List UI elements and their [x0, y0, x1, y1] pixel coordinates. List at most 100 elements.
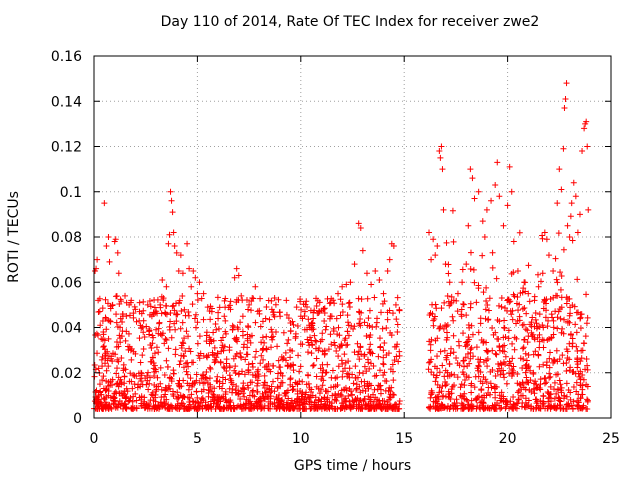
data-point — [371, 373, 378, 380]
data-point — [283, 389, 290, 396]
data-point — [550, 294, 557, 301]
data-point — [126, 378, 133, 385]
data-point — [240, 385, 247, 392]
data-point — [546, 370, 553, 377]
data-point — [501, 342, 508, 349]
data-point — [319, 361, 326, 368]
data-point — [497, 360, 504, 367]
data-point — [471, 384, 478, 391]
data-point — [443, 356, 450, 363]
data-point — [507, 403, 514, 410]
data-point — [143, 323, 150, 330]
data-point — [222, 295, 229, 302]
data-point — [119, 319, 126, 326]
data-point — [506, 370, 513, 377]
data-point — [330, 325, 337, 332]
data-point — [220, 347, 227, 354]
data-point — [206, 307, 213, 314]
data-point — [433, 305, 440, 312]
data-point — [518, 392, 525, 399]
data-point — [448, 299, 455, 306]
data-point — [213, 377, 220, 384]
data-point — [104, 348, 111, 355]
data-point — [221, 404, 228, 411]
data-point — [508, 188, 515, 195]
data-point — [540, 361, 547, 368]
data-point — [279, 379, 286, 386]
data-point — [309, 362, 316, 369]
data-point — [427, 394, 434, 401]
data-point — [139, 352, 146, 359]
data-point — [185, 386, 192, 393]
data-point — [202, 402, 209, 409]
data-point — [102, 360, 109, 367]
data-point — [123, 405, 130, 412]
data-point — [190, 359, 197, 366]
data-point — [465, 334, 472, 341]
data-point — [317, 338, 324, 345]
data-point — [584, 398, 591, 405]
data-point — [239, 328, 246, 335]
data-point — [152, 398, 159, 405]
data-point — [483, 206, 490, 213]
data-point — [270, 311, 277, 318]
data-point — [569, 405, 576, 412]
data-point — [313, 295, 320, 302]
data-point — [443, 336, 450, 343]
data-point — [270, 378, 277, 385]
data-point — [285, 395, 292, 402]
data-point — [303, 405, 310, 412]
data-point — [352, 374, 359, 381]
data-point — [323, 369, 330, 376]
data-point — [532, 316, 539, 323]
data-point — [450, 349, 457, 356]
data-point — [351, 397, 358, 404]
data-point — [436, 148, 443, 155]
data-point — [436, 389, 443, 396]
data-point — [231, 274, 238, 281]
data-point — [126, 397, 133, 404]
data-point — [157, 399, 164, 406]
data-point — [252, 319, 259, 326]
data-point — [352, 396, 359, 403]
data-point — [573, 379, 580, 386]
data-point — [440, 206, 447, 213]
data-point — [564, 295, 571, 302]
data-point — [454, 374, 461, 381]
data-point — [105, 234, 112, 240]
data-point — [380, 347, 387, 354]
data-point — [160, 295, 167, 302]
data-point — [309, 341, 316, 348]
data-point — [427, 347, 434, 354]
data-point — [123, 393, 130, 400]
data-point — [259, 347, 266, 354]
data-point — [345, 300, 352, 307]
data-point — [331, 342, 338, 349]
grid-lines — [94, 56, 611, 418]
data-point — [219, 374, 226, 381]
data-point — [196, 333, 203, 340]
data-point — [118, 354, 125, 361]
data-point — [116, 300, 123, 307]
data-point — [166, 326, 173, 333]
data-point — [363, 333, 370, 340]
data-point — [284, 340, 291, 347]
data-point — [249, 371, 256, 378]
data-point — [99, 318, 106, 325]
data-point — [265, 393, 272, 400]
data-point — [316, 390, 323, 397]
data-point — [266, 316, 273, 323]
data-point — [576, 211, 583, 218]
data-point — [395, 358, 402, 365]
data-point — [434, 381, 441, 388]
data-point — [232, 363, 239, 370]
data-point — [456, 342, 463, 349]
data-point — [451, 400, 458, 407]
data-point — [393, 316, 400, 323]
data-point — [361, 363, 368, 370]
data-point — [263, 394, 270, 401]
data-point — [348, 391, 355, 398]
data-point — [356, 320, 363, 327]
data-point — [546, 336, 553, 343]
y-tick-label: 0.08 — [51, 230, 82, 246]
